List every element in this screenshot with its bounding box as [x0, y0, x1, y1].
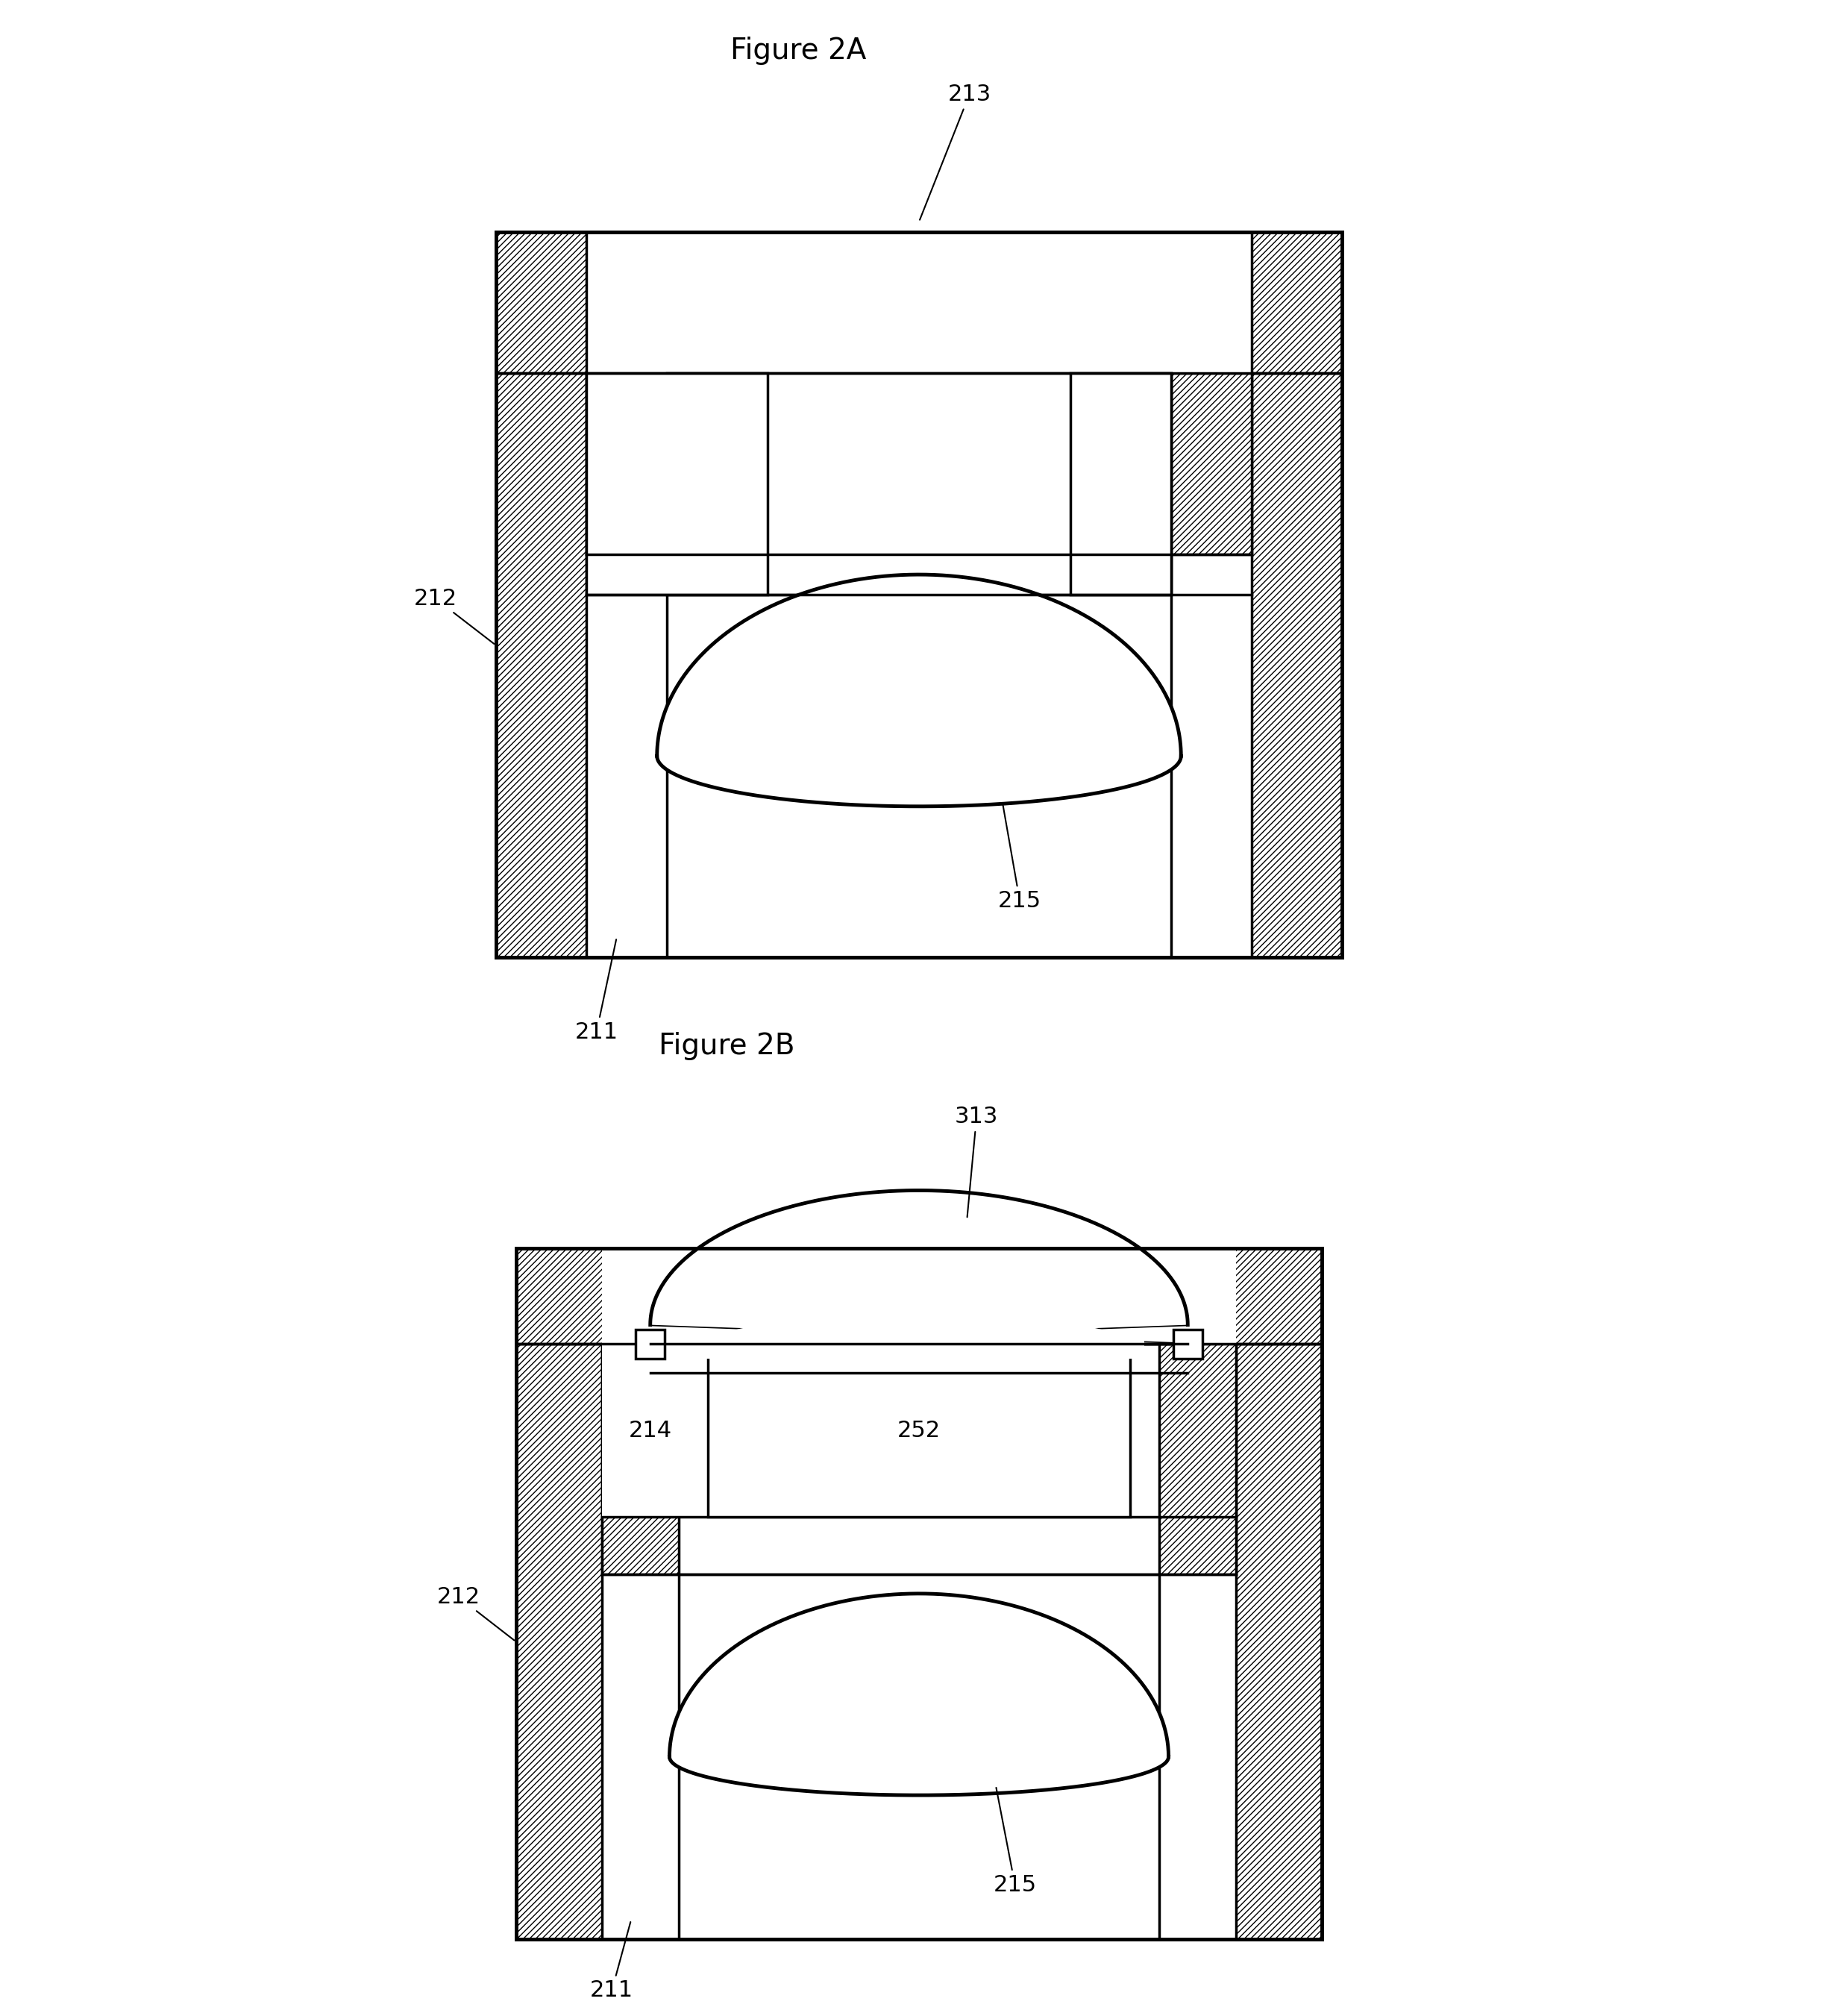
- Bar: [667, 373, 1171, 595]
- PathPatch shape: [669, 1593, 1169, 1794]
- Bar: [496, 373, 586, 958]
- PathPatch shape: [708, 1314, 1130, 1345]
- Bar: [708, 1345, 1130, 1516]
- Bar: [586, 312, 1252, 958]
- Text: 214: 214: [616, 474, 658, 494]
- Bar: [603, 1248, 1235, 1345]
- Text: 213: 213: [919, 83, 991, 220]
- Text: Figure 2B: Figure 2B: [660, 1032, 796, 1060]
- Bar: [1070, 373, 1171, 595]
- Text: 212: 212: [437, 1587, 515, 1641]
- Bar: [603, 1345, 708, 1516]
- Bar: [667, 554, 1171, 958]
- Bar: [1235, 1345, 1322, 1939]
- Bar: [496, 232, 1342, 958]
- Bar: [516, 1248, 1322, 1345]
- Text: 252: 252: [897, 474, 941, 494]
- Bar: [516, 1248, 1322, 1939]
- Bar: [636, 1331, 665, 1359]
- PathPatch shape: [656, 575, 1182, 806]
- Bar: [603, 1325, 1235, 1939]
- Bar: [1252, 373, 1342, 958]
- PathPatch shape: [651, 1189, 1187, 1345]
- Bar: [1173, 1331, 1202, 1359]
- Bar: [586, 373, 768, 595]
- Bar: [586, 373, 667, 595]
- Bar: [516, 1345, 603, 1939]
- Text: 212: 212: [414, 587, 494, 643]
- Bar: [678, 1574, 1160, 1939]
- Text: 211: 211: [590, 1921, 634, 2002]
- Bar: [496, 232, 1342, 958]
- Text: 214: 214: [629, 1419, 673, 1441]
- Text: 313: 313: [954, 1107, 998, 1218]
- Text: Figure 2A: Figure 2A: [730, 36, 866, 65]
- Bar: [665, 1331, 1145, 1359]
- Bar: [496, 232, 1342, 373]
- Bar: [603, 1345, 678, 1574]
- Text: 211: 211: [575, 939, 618, 1042]
- Bar: [516, 1248, 1322, 1939]
- Bar: [1171, 373, 1252, 554]
- Text: 252: 252: [897, 1419, 941, 1441]
- Text: 215: 215: [993, 1788, 1037, 1895]
- Bar: [586, 373, 667, 554]
- Bar: [586, 232, 1252, 373]
- PathPatch shape: [651, 1189, 1187, 1345]
- Bar: [1160, 1345, 1235, 1574]
- Text: 215: 215: [998, 788, 1042, 911]
